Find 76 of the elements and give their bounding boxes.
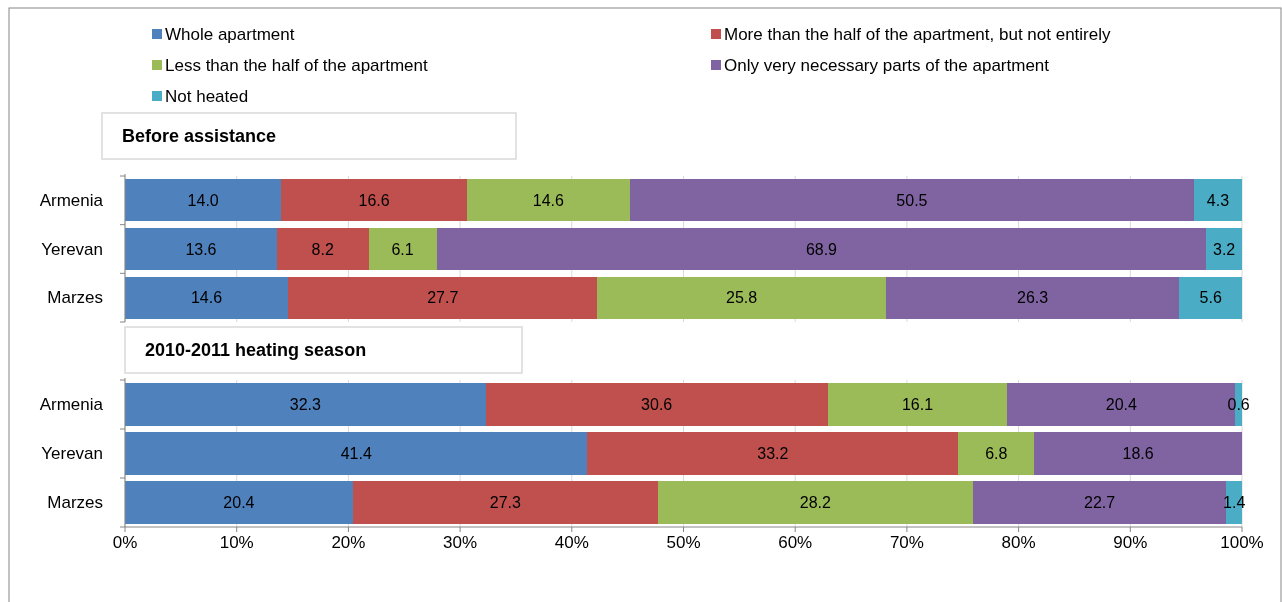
bar	[885, 276, 1180, 320]
data-label: 13.6	[185, 240, 217, 258]
y-tick-label: Yerevan	[41, 444, 103, 463]
bar	[1034, 432, 1242, 475]
bar	[1179, 276, 1242, 320]
data-label: 16.1	[901, 395, 934, 413]
legend-label: Only very necessary parts of the apartment	[724, 55, 1050, 75]
data-label: 25.8	[726, 289, 758, 307]
chart-title: 2010-2011 heating season	[145, 340, 367, 360]
data-label: 68.9	[805, 240, 838, 258]
data-label: 3.2	[1213, 240, 1236, 258]
bar	[657, 481, 973, 525]
bar	[125, 227, 277, 271]
data-label: 18.6	[1122, 445, 1154, 462]
bar	[958, 432, 1035, 475]
x-tick-label: 80%	[1001, 532, 1036, 552]
legend-label: More than the half of the apartment, but not entirely	[724, 24, 1112, 44]
data-label: 5.6	[1199, 289, 1222, 307]
y-tick-label: Marzes	[47, 288, 103, 308]
data-label: 20.4	[223, 494, 255, 512]
x-tick-label: 50%	[666, 532, 701, 552]
data-label: 16.6	[358, 191, 390, 209]
bar	[352, 481, 658, 525]
x-tick-label: 70%	[889, 532, 924, 552]
bar	[125, 481, 353, 525]
data-label: 41.4	[340, 445, 372, 462]
x-tick-label: 60%	[778, 532, 813, 552]
data-label: 28.2	[799, 494, 831, 512]
y-tick-label: Armenia	[39, 394, 104, 414]
data-label: 6.1	[391, 240, 414, 258]
data-label: 50.5	[896, 191, 928, 209]
x-tick-label: 0%	[112, 532, 138, 552]
x-tick-label: 10%	[219, 532, 254, 552]
x-tick-label: 30%	[443, 532, 478, 552]
data-label: 27.3	[489, 494, 522, 512]
bar	[125, 276, 289, 320]
data-label: 14.6	[532, 191, 565, 209]
x-tick-label: 40%	[554, 532, 589, 552]
y-tick-label: Marzes	[47, 493, 103, 513]
legend-label: Whole apartment	[165, 24, 295, 44]
data-label: 14.6	[190, 289, 223, 307]
bar	[629, 178, 1194, 222]
data-label: 33.2	[757, 445, 789, 462]
bar	[125, 178, 282, 222]
bar	[587, 432, 959, 475]
bar	[281, 178, 467, 222]
data-label: 27.7	[427, 289, 459, 307]
data-label: 30.6	[641, 395, 673, 413]
x-tick-label: 90%	[1113, 532, 1148, 552]
data-label: 14.0	[187, 191, 219, 209]
legend-label: Less than the half of the apartment	[165, 55, 428, 75]
bar	[436, 227, 1207, 271]
x-tick-label: 100%	[1220, 532, 1264, 552]
x-tick-label: 20%	[331, 532, 366, 552]
bar	[288, 276, 598, 320]
bar	[827, 382, 1008, 426]
data-label: 20.4	[1105, 395, 1138, 413]
bar	[1193, 178, 1242, 222]
data-label: 32.3	[289, 395, 322, 413]
bar	[368, 227, 437, 271]
bar	[276, 227, 369, 271]
bar	[125, 432, 588, 475]
data-label: 26.3	[1016, 289, 1049, 307]
data-label: 4.3	[1206, 191, 1230, 209]
legend-label: Not heated	[165, 86, 249, 106]
data-label: 6.8	[985, 445, 1008, 462]
y-tick-label: Armenia	[39, 190, 104, 210]
bar	[466, 178, 630, 222]
bar	[485, 382, 828, 426]
y-tick-label: Yerevan	[41, 239, 103, 259]
data-label: 8.2	[311, 240, 334, 258]
bar	[1206, 227, 1242, 271]
bar	[597, 276, 886, 320]
data-label: 22.7	[1084, 494, 1116, 512]
chart-title: Before assistance	[122, 126, 277, 146]
bar	[125, 382, 486, 426]
